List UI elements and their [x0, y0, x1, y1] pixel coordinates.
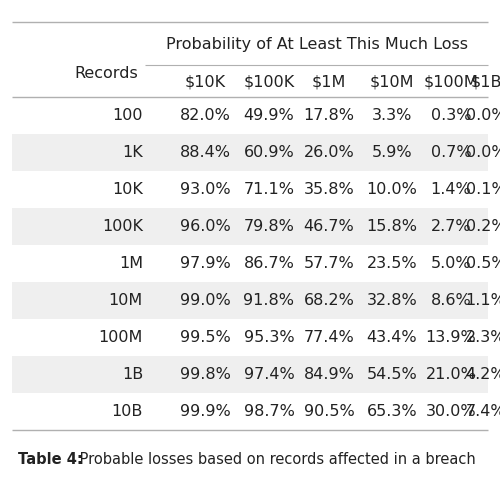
Text: 100K: 100K: [102, 219, 143, 234]
Text: 30.0%: 30.0%: [426, 404, 476, 419]
Text: 79.8%: 79.8%: [244, 219, 294, 234]
Text: $100M: $100M: [424, 74, 478, 89]
Text: 99.0%: 99.0%: [180, 293, 230, 308]
Text: Table 4:: Table 4:: [18, 452, 83, 468]
Text: 21.0%: 21.0%: [426, 367, 476, 382]
Text: $1B: $1B: [470, 74, 500, 89]
Text: 0.7%: 0.7%: [430, 145, 472, 160]
Text: 0.0%: 0.0%: [466, 108, 500, 123]
Text: 100: 100: [112, 108, 143, 123]
Text: 49.9%: 49.9%: [244, 108, 294, 123]
Text: 54.5%: 54.5%: [366, 367, 418, 382]
Text: $10K: $10K: [184, 74, 226, 89]
Text: 86.7%: 86.7%: [244, 256, 294, 271]
Text: 0.0%: 0.0%: [466, 145, 500, 160]
Text: 1K: 1K: [122, 145, 143, 160]
Text: 35.8%: 35.8%: [304, 182, 354, 197]
Bar: [12, 208, 488, 245]
Text: 90.5%: 90.5%: [304, 404, 354, 419]
Text: 99.9%: 99.9%: [180, 404, 230, 419]
Text: 97.9%: 97.9%: [180, 256, 230, 271]
Text: $1M: $1M: [312, 74, 346, 89]
Text: 7.4%: 7.4%: [466, 404, 500, 419]
Text: 4.2%: 4.2%: [466, 367, 500, 382]
Text: 2.3%: 2.3%: [466, 330, 500, 345]
Text: 1.4%: 1.4%: [430, 182, 472, 197]
Text: 57.7%: 57.7%: [304, 256, 354, 271]
Text: 46.7%: 46.7%: [304, 219, 354, 234]
Text: 43.4%: 43.4%: [366, 330, 418, 345]
Text: 93.0%: 93.0%: [180, 182, 230, 197]
Text: 88.4%: 88.4%: [180, 145, 230, 160]
Text: Probability of At Least This Much Loss: Probability of At Least This Much Loss: [166, 38, 468, 53]
Text: 0.3%: 0.3%: [431, 108, 471, 123]
Text: 91.8%: 91.8%: [244, 293, 294, 308]
Text: 32.8%: 32.8%: [366, 293, 418, 308]
Text: 5.0%: 5.0%: [430, 256, 472, 271]
Text: 96.0%: 96.0%: [180, 219, 230, 234]
Text: 99.8%: 99.8%: [180, 367, 230, 382]
Bar: [12, 282, 488, 319]
Text: 17.8%: 17.8%: [304, 108, 354, 123]
Text: 0.2%: 0.2%: [466, 219, 500, 234]
Text: 1.1%: 1.1%: [466, 293, 500, 308]
Text: 10K: 10K: [112, 182, 143, 197]
Text: 8.6%: 8.6%: [430, 293, 472, 308]
Text: $10M: $10M: [370, 74, 414, 89]
Text: 5.9%: 5.9%: [372, 145, 412, 160]
Text: 77.4%: 77.4%: [304, 330, 354, 345]
Text: Records: Records: [74, 65, 138, 80]
Text: 68.2%: 68.2%: [304, 293, 354, 308]
Text: 98.7%: 98.7%: [244, 404, 294, 419]
Text: 2.7%: 2.7%: [430, 219, 472, 234]
Text: 60.9%: 60.9%: [244, 145, 294, 160]
Text: 15.8%: 15.8%: [366, 219, 418, 234]
Text: $100K: $100K: [244, 74, 294, 89]
Text: 10.0%: 10.0%: [366, 182, 418, 197]
Text: 82.0%: 82.0%: [180, 108, 230, 123]
Text: Probable losses based on records affected in a breach: Probable losses based on records affecte…: [75, 452, 476, 468]
Text: 1B: 1B: [122, 367, 143, 382]
Text: 13.9%: 13.9%: [426, 330, 476, 345]
Text: 97.4%: 97.4%: [244, 367, 294, 382]
Text: 23.5%: 23.5%: [366, 256, 418, 271]
Bar: [12, 134, 488, 171]
Text: 95.3%: 95.3%: [244, 330, 294, 345]
Text: 100M: 100M: [98, 330, 143, 345]
Text: 65.3%: 65.3%: [366, 404, 418, 419]
Text: 26.0%: 26.0%: [304, 145, 354, 160]
Text: 71.1%: 71.1%: [244, 182, 294, 197]
Text: 99.5%: 99.5%: [180, 330, 230, 345]
Text: 10B: 10B: [112, 404, 143, 419]
Text: 10M: 10M: [109, 293, 143, 308]
Text: 0.1%: 0.1%: [466, 182, 500, 197]
Text: 3.3%: 3.3%: [372, 108, 412, 123]
Text: 84.9%: 84.9%: [304, 367, 354, 382]
Bar: [12, 356, 488, 393]
Text: 1M: 1M: [119, 256, 143, 271]
Text: 0.5%: 0.5%: [466, 256, 500, 271]
